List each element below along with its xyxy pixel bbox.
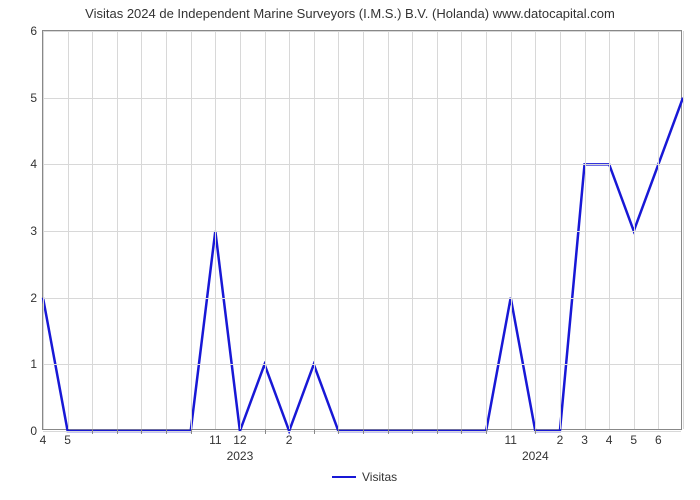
gridline-v — [609, 31, 610, 429]
gridline-v — [363, 31, 364, 429]
y-tick-label: 4 — [30, 157, 37, 171]
y-tick-label: 1 — [30, 357, 37, 371]
x-minor-tick — [166, 429, 167, 434]
x-tick-label: 11 — [209, 433, 221, 447]
gridline-v — [658, 31, 659, 429]
legend-swatch — [332, 476, 356, 478]
x-tick-label: 3 — [581, 433, 588, 447]
x-minor-tick — [141, 429, 142, 434]
x-minor-tick — [461, 429, 462, 434]
x-minor-tick — [486, 429, 487, 434]
gridline-v — [683, 31, 684, 429]
gridline-v — [388, 31, 389, 429]
y-tick-label: 5 — [30, 91, 37, 105]
gridline-v — [117, 31, 118, 429]
legend-label: Visitas — [362, 470, 397, 484]
gridline-v — [92, 31, 93, 429]
gridline-v — [240, 31, 241, 429]
legend: Visitas — [332, 470, 397, 484]
gridline-v — [43, 31, 44, 429]
y-tick-label: 0 — [30, 424, 37, 438]
x-minor-tick — [412, 429, 413, 434]
x-minor-tick — [388, 429, 389, 434]
gridline-h — [43, 431, 681, 432]
x-tick-label: 5 — [64, 433, 71, 447]
x-tick-label: 5 — [630, 433, 637, 447]
chart-title: Visitas 2024 de Independent Marine Surve… — [0, 6, 700, 21]
gridline-v — [289, 31, 290, 429]
y-tick-label: 2 — [30, 291, 37, 305]
x-tick-label: 4 — [40, 433, 47, 447]
x-minor-tick — [363, 429, 364, 434]
gridline-v — [412, 31, 413, 429]
gridline-v — [585, 31, 586, 429]
gridline-v — [560, 31, 561, 429]
x-minor-tick — [437, 429, 438, 434]
x-tick-label: 4 — [606, 433, 613, 447]
y-tick-label: 6 — [30, 24, 37, 38]
x-year-label: 2023 — [227, 449, 254, 463]
x-minor-tick — [92, 429, 93, 434]
gridline-v — [68, 31, 69, 429]
gridline-v — [314, 31, 315, 429]
x-tick-label: 11 — [504, 433, 516, 447]
x-tick-label: 2 — [557, 433, 564, 447]
gridline-v — [191, 31, 192, 429]
gridline-v — [338, 31, 339, 429]
gridline-v — [215, 31, 216, 429]
y-tick-label: 3 — [30, 224, 37, 238]
x-tick-label: 2 — [286, 433, 293, 447]
x-tick-label: 6 — [655, 433, 662, 447]
gridline-v — [265, 31, 266, 429]
x-minor-tick — [338, 429, 339, 434]
gridline-v — [511, 31, 512, 429]
x-minor-tick — [191, 429, 192, 434]
gridline-v — [461, 31, 462, 429]
x-minor-tick — [117, 429, 118, 434]
x-year-label: 2024 — [522, 449, 549, 463]
gridline-v — [535, 31, 536, 429]
x-minor-tick — [314, 429, 315, 434]
gridline-v — [634, 31, 635, 429]
x-minor-tick — [265, 429, 266, 434]
gridline-v — [141, 31, 142, 429]
x-tick-label: 12 — [233, 433, 246, 447]
gridline-v — [486, 31, 487, 429]
x-minor-tick — [535, 429, 536, 434]
gridline-v — [166, 31, 167, 429]
plot-area: 01234564511122112345620232024 — [42, 30, 682, 430]
gridline-v — [437, 31, 438, 429]
